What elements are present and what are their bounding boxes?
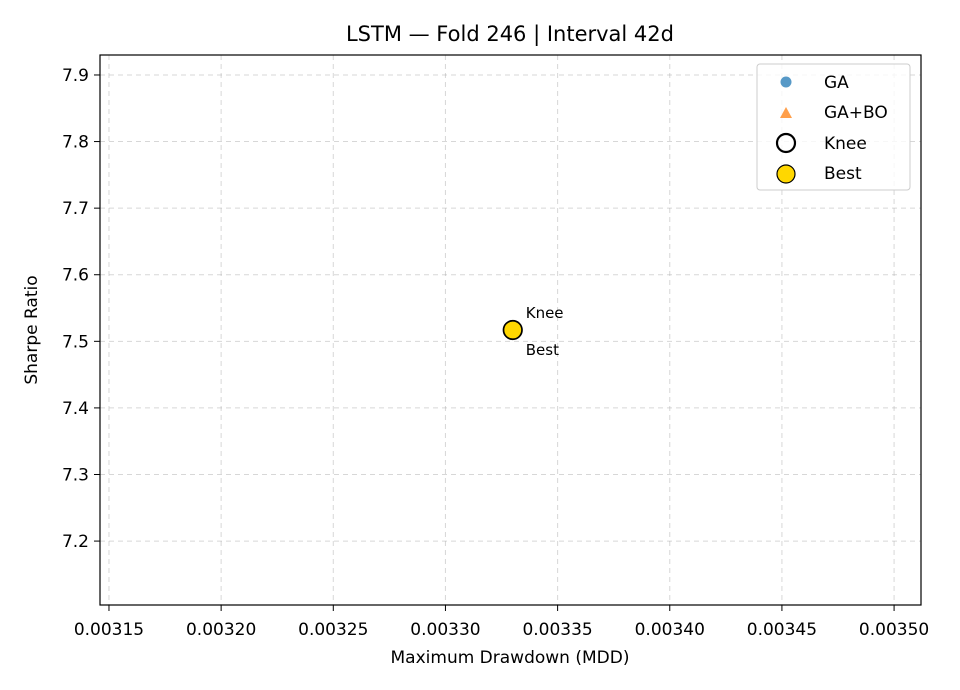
x-tick-label: 0.00315 [74, 620, 144, 640]
legend-box [756, 63, 911, 191]
knee-annotation: Knee [526, 304, 564, 322]
legend-ga-bo-marker [780, 107, 792, 118]
y-axis-label: Sharpe Ratio [22, 275, 42, 384]
y-tick-label: 7.3 [62, 465, 89, 485]
annotations: Knee Best [526, 304, 564, 359]
x-tick-label: 0.00345 [747, 620, 817, 640]
y-axis-ticks: 7.2 7.3 7.4 7.5 7.6 7.7 7.8 7.9 [62, 66, 100, 552]
x-tick-label: 0.00340 [635, 620, 705, 640]
y-tick-label: 7.8 [62, 133, 89, 153]
legend: GA GA+BO Knee Best [756, 63, 911, 191]
best-annotation: Best [526, 341, 559, 359]
x-tick-label: 0.00320 [186, 620, 256, 640]
data-points [502, 319, 523, 341]
y-tick-label: 7.6 [62, 266, 89, 286]
y-tick-label: 7.7 [62, 199, 89, 219]
x-tick-label: 0.00335 [522, 620, 592, 640]
legend-ga-bo-label: GA+BO [824, 103, 888, 123]
x-axis-label: Maximum Drawdown (MDD) [391, 648, 630, 668]
legend-ga-marker [780, 76, 792, 88]
x-tick-label: 0.00325 [298, 620, 368, 640]
y-tick-label: 7.2 [62, 532, 89, 552]
legend-best-label: Best [824, 164, 862, 184]
x-tick-label: 0.00330 [410, 620, 480, 640]
legend-best-marker [776, 164, 796, 184]
legend-knee-marker [775, 132, 797, 154]
legend-ga-label: GA [824, 73, 849, 93]
chart-title: LSTM — Fold 246 | Interval 42d [346, 22, 674, 47]
x-tick-label: 0.00350 [859, 620, 929, 640]
x-axis-ticks: 0.00315 0.00320 0.00325 0.00330 0.00335 0.003… [74, 605, 929, 640]
y-tick-label: 7.5 [62, 332, 89, 352]
legend-knee-label: Knee [824, 134, 867, 154]
y-tick-label: 7.4 [62, 399, 89, 419]
y-tick-label: 7.9 [62, 66, 89, 86]
best-point [503, 320, 523, 340]
plot-frame [99, 54, 922, 606]
